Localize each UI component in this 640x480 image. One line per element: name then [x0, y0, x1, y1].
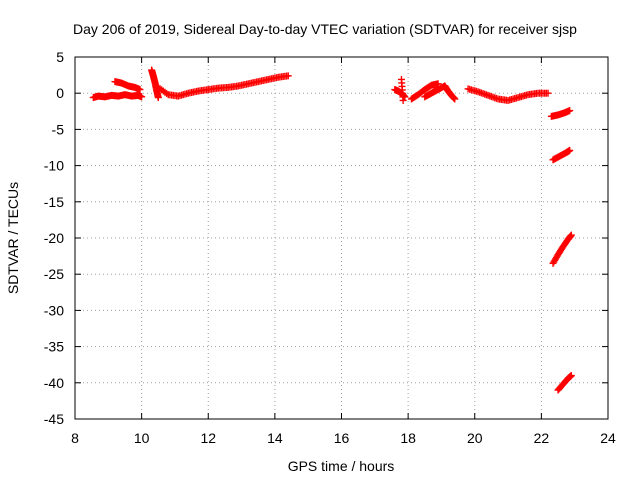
y-tick-labels: 5 0 -5 -10 -15 -20 -25 -30 -35 -40 -45	[44, 49, 64, 427]
series-arc-13	[549, 231, 575, 267]
chart-title: Day 206 of 2019, Sidereal Day-to-day VTE…	[73, 21, 577, 37]
x-tick-label: 8	[71, 430, 79, 446]
y-tick-label: -45	[44, 411, 64, 427]
data-point	[284, 72, 292, 80]
data-point	[399, 96, 407, 104]
x-tick-label: 10	[134, 430, 150, 446]
series-arc-11	[547, 107, 574, 120]
series-arc-6	[397, 75, 407, 104]
data-point	[451, 95, 459, 103]
series-arc-10	[464, 85, 552, 104]
data-point	[567, 372, 575, 380]
x-tick-label: 16	[334, 430, 350, 446]
data-point	[154, 94, 162, 102]
series-arc-1	[89, 91, 146, 102]
y-tick-label: 5	[56, 49, 64, 65]
data-point	[567, 231, 575, 239]
x-tick-label: 24	[600, 430, 616, 446]
x-tick-label: 18	[400, 430, 416, 446]
y-tick-label: 0	[56, 85, 64, 101]
series-arc-3	[148, 66, 162, 102]
data-point	[544, 89, 552, 97]
x-axis-label: GPS time / hours	[288, 458, 395, 474]
x-tick-label: 12	[200, 430, 216, 446]
x-tick-label: 20	[467, 430, 483, 446]
y-tick-label: -20	[44, 230, 64, 246]
series-arc-2	[111, 78, 144, 94]
series-arc-9	[441, 82, 459, 103]
y-tick-label: -10	[44, 158, 64, 174]
series-arc-4	[154, 72, 292, 100]
y-tick-label: -30	[44, 302, 64, 318]
data-point	[138, 93, 146, 101]
series-arc-12	[549, 146, 574, 164]
series-arc-7	[407, 80, 442, 103]
plot-frame	[74, 56, 609, 420]
data-point	[566, 107, 574, 115]
data-point	[136, 86, 144, 94]
grid-lines	[75, 57, 608, 419]
y-tick-label: -15	[44, 194, 64, 210]
y-axis-label: SDTVAR / TECUs	[5, 182, 21, 294]
y-tick-label: -5	[52, 121, 65, 137]
x-tick-label: 14	[267, 430, 283, 446]
series-arc-14	[554, 372, 575, 394]
data-point	[566, 146, 574, 154]
data-points	[89, 66, 575, 394]
y-tick-label: -35	[44, 339, 64, 355]
x-tick-labels: 8 10 12 14 16 18 20 22 24	[71, 430, 616, 446]
x-tick-label: 22	[534, 430, 550, 446]
y-tick-label: -25	[44, 266, 64, 282]
y-tick-label: -40	[44, 375, 64, 391]
